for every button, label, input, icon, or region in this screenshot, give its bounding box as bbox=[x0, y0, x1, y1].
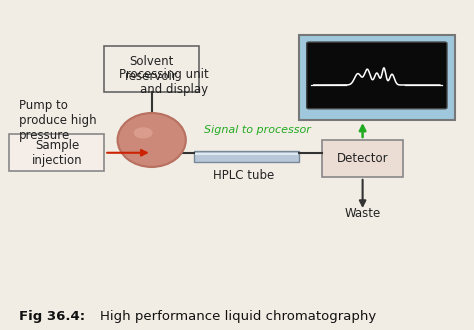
Text: Fig 36.4:: Fig 36.4: bbox=[19, 310, 85, 323]
FancyBboxPatch shape bbox=[104, 46, 199, 92]
Ellipse shape bbox=[134, 127, 153, 139]
FancyBboxPatch shape bbox=[9, 134, 104, 171]
Bar bbox=[195, 153, 298, 155]
Text: Detector: Detector bbox=[337, 152, 388, 165]
Text: Pump to
produce high
pressure: Pump to produce high pressure bbox=[19, 99, 97, 142]
Text: Processing unit
and display: Processing unit and display bbox=[119, 68, 209, 96]
Ellipse shape bbox=[118, 113, 186, 167]
Text: Solvent
reservoir: Solvent reservoir bbox=[125, 55, 178, 83]
Text: HPLC tube: HPLC tube bbox=[213, 169, 275, 182]
Text: Sample
injection: Sample injection bbox=[32, 139, 82, 167]
Text: Waste: Waste bbox=[345, 207, 381, 220]
Text: Signal to processor: Signal to processor bbox=[204, 125, 310, 135]
FancyBboxPatch shape bbox=[322, 140, 403, 177]
Bar bbox=[194, 151, 299, 162]
FancyBboxPatch shape bbox=[299, 35, 455, 120]
FancyBboxPatch shape bbox=[307, 42, 447, 109]
Text: High performance liquid chromatography: High performance liquid chromatography bbox=[100, 310, 376, 323]
